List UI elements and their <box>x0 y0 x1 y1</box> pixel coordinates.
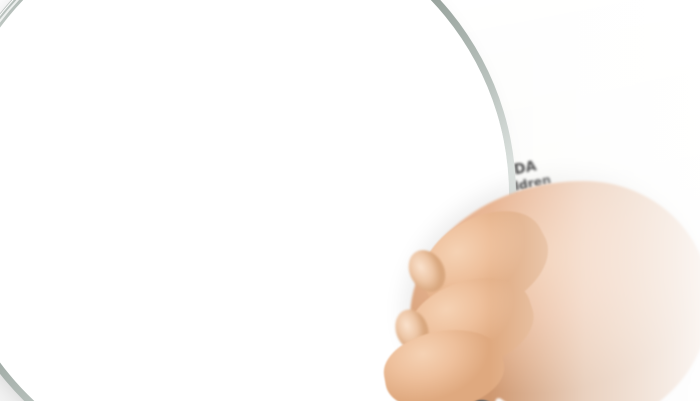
screenshot-stage: GDA children (5-10 yrs) 1800 24g 220g 85… <box>0 0 700 401</box>
